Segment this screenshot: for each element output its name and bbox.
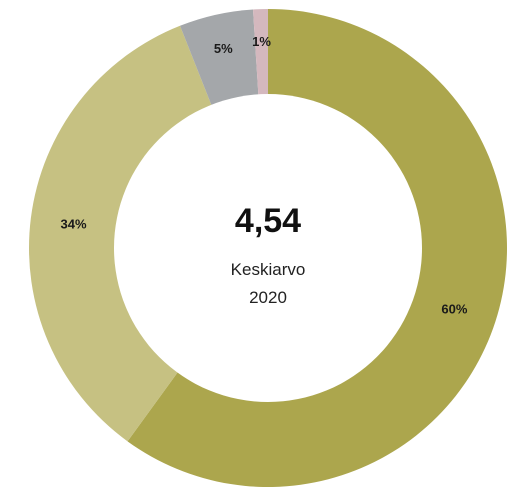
slice-label-1: 60%: [441, 302, 467, 317]
slice-labels: 60% 34% 5% 1%: [61, 34, 468, 316]
donut-hole: [114, 94, 422, 402]
center-value: 4,54: [235, 202, 301, 240]
center-caption: Keskiarvo: [231, 260, 306, 279]
center-year: 2020: [249, 288, 287, 307]
slice-label-4: 1%: [252, 34, 271, 49]
slice-label-2: 34%: [61, 216, 87, 231]
slice-label-3: 5%: [214, 41, 233, 56]
